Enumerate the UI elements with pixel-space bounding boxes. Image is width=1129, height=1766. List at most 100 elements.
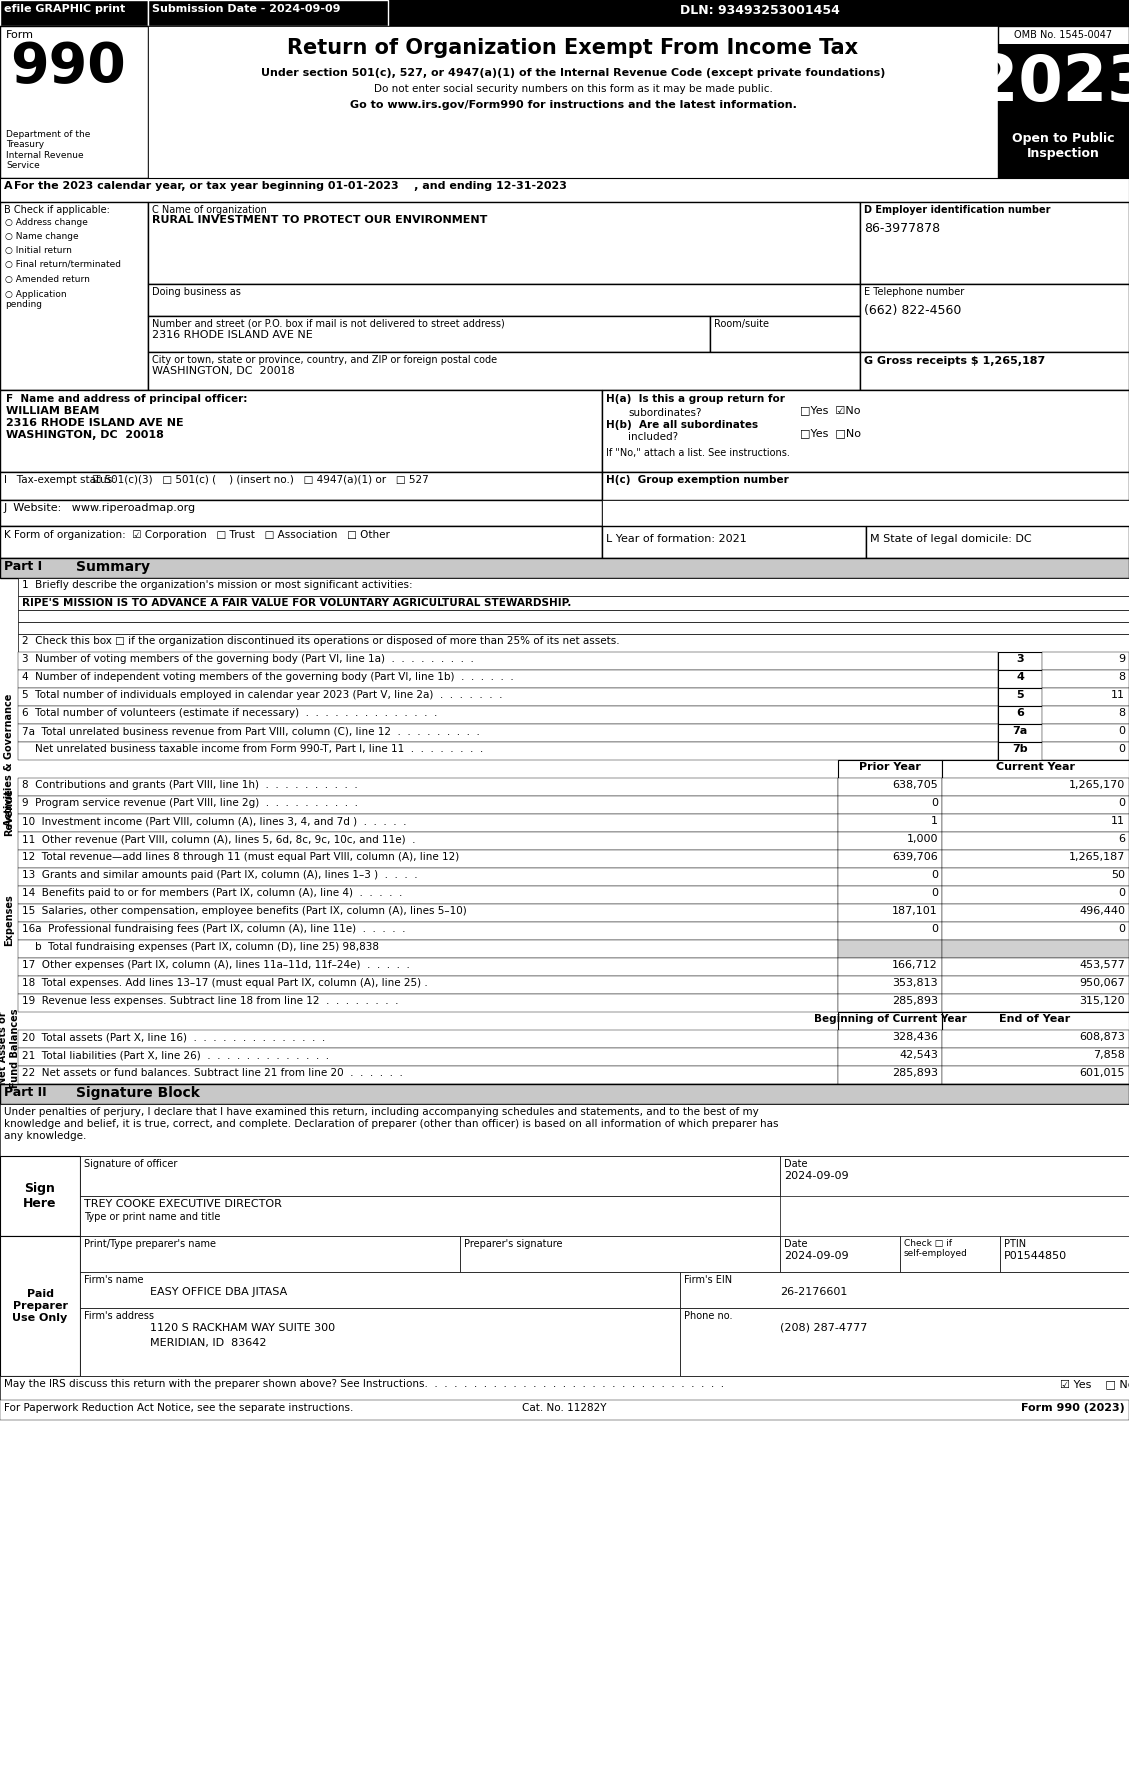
Text: Go to www.irs.gov/Form990 for instructions and the latest information.: Go to www.irs.gov/Form990 for instructio… <box>350 101 796 109</box>
Bar <box>838 759 942 779</box>
Bar <box>942 1067 1129 1084</box>
Bar <box>838 779 942 796</box>
Bar <box>0 390 602 472</box>
Text: 1,000: 1,000 <box>907 834 938 844</box>
Bar <box>18 957 838 977</box>
Text: Check □ if
self-employed: Check □ if self-employed <box>904 1240 968 1259</box>
Text: efile GRAPHIC print: efile GRAPHIC print <box>5 4 125 14</box>
Text: 328,436: 328,436 <box>892 1031 938 1042</box>
Bar <box>942 1047 1129 1067</box>
Bar <box>18 595 1129 609</box>
Bar <box>838 1067 942 1084</box>
Text: Firm's name: Firm's name <box>84 1275 143 1286</box>
Text: 166,712: 166,712 <box>892 961 938 970</box>
Text: Cat. No. 11282Y: Cat. No. 11282Y <box>522 1402 606 1413</box>
Text: H(c)  Group exemption number: H(c) Group exemption number <box>606 475 789 486</box>
Bar <box>148 26 998 178</box>
Bar <box>838 814 942 832</box>
Text: H(a)  Is this a group return for: H(a) Is this a group return for <box>606 394 785 404</box>
Text: OMB No. 1545-0047: OMB No. 1545-0047 <box>1014 30 1112 41</box>
Text: 5: 5 <box>1016 691 1024 699</box>
Text: 0: 0 <box>1118 726 1124 736</box>
Bar <box>942 977 1129 994</box>
Text: 4  Number of independent voting members of the governing body (Part VI, line 1b): 4 Number of independent voting members o… <box>21 673 514 682</box>
Text: 9  Program service revenue (Part VIII, line 2g)  .  .  .  .  .  .  .  .  .  .: 9 Program service revenue (Part VIII, li… <box>21 798 358 809</box>
Text: Room/suite: Room/suite <box>714 320 769 328</box>
Bar <box>680 1309 1129 1376</box>
Text: 8: 8 <box>1118 673 1124 682</box>
Bar <box>18 869 838 887</box>
Text: 9: 9 <box>1118 653 1124 664</box>
Text: 8  Contributions and grants (Part VIII, line 1h)  .  .  .  .  .  .  .  .  .  .: 8 Contributions and grants (Part VIII, l… <box>21 781 358 789</box>
Text: ○ Application
pending: ○ Application pending <box>5 290 67 309</box>
Text: Doing business as: Doing business as <box>152 288 240 297</box>
Bar <box>18 669 998 689</box>
Text: 601,015: 601,015 <box>1079 1068 1124 1077</box>
Bar <box>1000 1236 1129 1272</box>
Text: Sign
Here: Sign Here <box>24 1181 56 1210</box>
Bar <box>838 1030 942 1047</box>
Text: 2316 RHODE ISLAND AVE NE: 2316 RHODE ISLAND AVE NE <box>6 419 184 427</box>
Text: 21  Total liabilities (Part X, line 26)  .  .  .  .  .  .  .  .  .  .  .  .  .: 21 Total liabilities (Part X, line 26) .… <box>21 1051 330 1060</box>
Bar <box>0 1084 1129 1104</box>
Text: Submission Date - 2024-09-09: Submission Date - 2024-09-09 <box>152 4 341 14</box>
Bar <box>0 26 1129 178</box>
Text: PTIN: PTIN <box>1004 1240 1026 1249</box>
Text: DLN: 93493253001454: DLN: 93493253001454 <box>680 4 840 18</box>
Bar <box>998 652 1042 669</box>
Bar <box>838 1012 942 1030</box>
Text: ☑ Yes    □ No: ☑ Yes □ No <box>1060 1379 1129 1390</box>
Bar <box>860 351 1129 390</box>
Text: For the 2023 calendar year, or tax year beginning 01-01-2023    , and ending 12-: For the 2023 calendar year, or tax year … <box>14 180 567 191</box>
Text: Form 990 (2023): Form 990 (2023) <box>1022 1402 1124 1413</box>
Text: Under penalties of perjury, I declare that I have examined this return, includin: Under penalties of perjury, I declare th… <box>5 1107 759 1118</box>
Bar <box>780 1236 900 1272</box>
Text: 2023: 2023 <box>974 51 1129 115</box>
Bar <box>838 977 942 994</box>
Text: Open to Public
Inspection: Open to Public Inspection <box>1012 132 1114 161</box>
Bar <box>18 689 998 706</box>
Bar <box>838 832 942 849</box>
Text: 353,813: 353,813 <box>892 978 938 987</box>
Text: 6: 6 <box>1016 708 1024 719</box>
Bar <box>18 849 838 869</box>
Text: RURAL INVESTMENT TO PROTECT OUR ENVIRONMENT: RURAL INVESTMENT TO PROTECT OUR ENVIRONM… <box>152 215 488 224</box>
Bar <box>18 779 838 796</box>
Text: 1,265,187: 1,265,187 <box>1069 851 1124 862</box>
Text: 3: 3 <box>1016 653 1024 664</box>
Text: 19  Revenue less expenses. Subtract line 18 from line 12  .  .  .  .  .  .  .  .: 19 Revenue less expenses. Subtract line … <box>21 996 399 1007</box>
Bar <box>148 316 710 351</box>
Text: 11  Other revenue (Part VIII, column (A), lines 5, 6d, 8c, 9c, 10c, and 11e)  .: 11 Other revenue (Part VIII, column (A),… <box>21 834 415 844</box>
Bar <box>998 689 1042 706</box>
Bar <box>900 1236 1000 1272</box>
Bar <box>838 940 942 957</box>
Bar <box>866 526 1129 558</box>
Text: J  Website:   www.riperoadmap.org: J Website: www.riperoadmap.org <box>5 503 196 512</box>
Text: 50: 50 <box>1111 871 1124 879</box>
Text: Preparer's signature: Preparer's signature <box>464 1240 562 1249</box>
Bar <box>18 652 998 669</box>
Bar <box>680 1272 1129 1309</box>
Bar <box>838 904 942 922</box>
Text: 22  Net assets or fund balances. Subtract line 21 from line 20  .  .  .  .  .  .: 22 Net assets or fund balances. Subtract… <box>21 1068 403 1077</box>
Bar <box>148 284 860 316</box>
Text: Activities & Governance: Activities & Governance <box>5 694 14 826</box>
Text: Type or print name and title: Type or print name and title <box>84 1211 220 1222</box>
Bar <box>1042 669 1129 689</box>
Bar <box>838 994 942 1012</box>
Text: Firm's EIN: Firm's EIN <box>684 1275 732 1286</box>
Bar <box>942 832 1129 849</box>
Text: Beginning of Current Year: Beginning of Current Year <box>814 1014 966 1024</box>
Bar <box>1042 742 1129 759</box>
Text: End of Year: End of Year <box>999 1014 1070 1024</box>
Text: 42,543: 42,543 <box>899 1051 938 1060</box>
Text: 18  Total expenses. Add lines 13–17 (must equal Part IX, column (A), line 25) .: 18 Total expenses. Add lines 13–17 (must… <box>21 978 428 987</box>
Bar <box>1042 689 1129 706</box>
Text: Form: Form <box>6 30 34 41</box>
Text: ○ Amended return: ○ Amended return <box>5 275 90 284</box>
Bar <box>860 284 1129 351</box>
Text: H(b)  Are all subordinates: H(b) Are all subordinates <box>606 420 759 429</box>
Text: Paid
Preparer
Use Only: Paid Preparer Use Only <box>12 1289 68 1323</box>
Bar <box>0 472 602 500</box>
Text: Expenses: Expenses <box>5 894 14 947</box>
